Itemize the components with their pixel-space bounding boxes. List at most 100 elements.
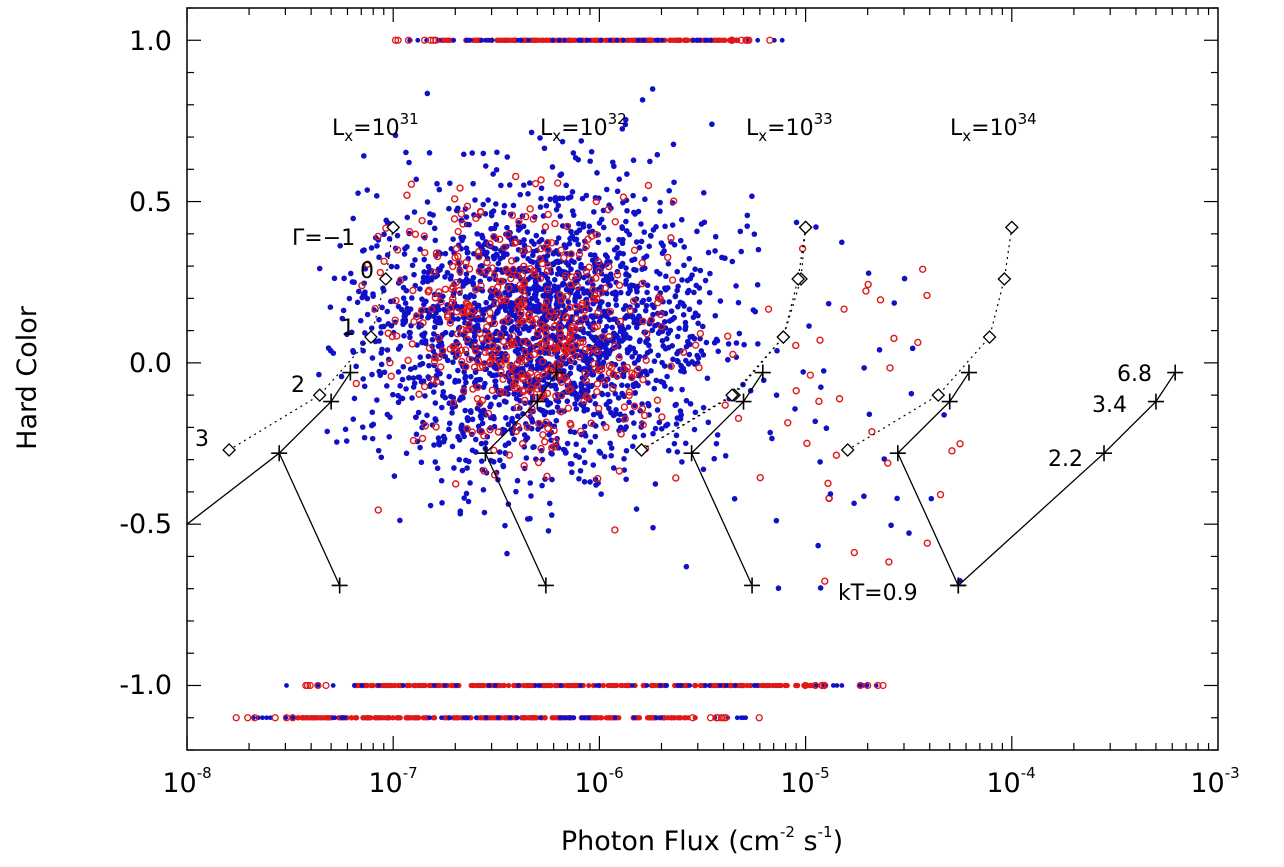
scatter-point-blue <box>554 302 560 309</box>
scatter-point-blue <box>713 440 720 447</box>
scatter-point-blue <box>603 290 610 297</box>
scatter-point-blue <box>409 395 415 401</box>
scatter-point-blue <box>644 282 651 289</box>
scatter-point-blue <box>516 330 523 337</box>
scatter-point-red <box>593 294 601 303</box>
band-point-red <box>612 682 619 689</box>
scatter-point-blue <box>498 182 504 189</box>
scatter-point-blue <box>493 201 499 207</box>
scatter-point-red <box>604 205 612 214</box>
band-point-red <box>737 682 743 689</box>
scatter-point-blue <box>568 380 575 387</box>
scatter-point-red <box>546 366 555 375</box>
scatter-point-red <box>428 305 436 313</box>
band-point-blue <box>655 37 661 43</box>
scatter-point-blue <box>714 432 721 438</box>
scatter-point-blue <box>481 509 488 516</box>
band-point-blue <box>631 715 637 721</box>
scatter-point-blue <box>608 445 615 451</box>
band-point-red <box>501 682 507 689</box>
band-point-red-open <box>714 714 722 722</box>
scatter-point-blue <box>616 236 622 243</box>
scatter-point-blue <box>424 199 431 205</box>
scatter-point-red <box>593 380 602 388</box>
scatter-point-blue <box>376 254 382 261</box>
scatter-point-blue <box>501 202 508 209</box>
scatter-point-blue <box>388 263 395 270</box>
scatter-point-blue <box>404 305 411 312</box>
scatter-point-red <box>532 315 540 323</box>
scatter-point-red <box>358 281 366 290</box>
scatter-point-blue <box>702 277 709 284</box>
scatter-point-blue <box>656 419 663 426</box>
scatter-point-blue <box>539 315 546 321</box>
scatter-point-blue <box>497 457 503 464</box>
scatter-point-red <box>639 375 647 384</box>
scatter-point-blue <box>941 412 947 418</box>
scatter-point-blue <box>532 293 539 299</box>
scatter-point-blue <box>553 417 560 424</box>
band-point-red <box>360 715 366 721</box>
scatter-point-blue <box>678 412 685 418</box>
band-point-red <box>648 682 654 689</box>
scatter-point-blue <box>622 303 629 309</box>
band-point-red <box>668 37 675 43</box>
scatter-point-red <box>438 347 447 355</box>
scatter-point-blue <box>695 312 701 319</box>
scatter-point-blue <box>661 318 668 325</box>
scatter-point-blue <box>664 335 670 342</box>
scatter-point-blue <box>430 389 437 395</box>
scatter-point-blue <box>660 298 666 305</box>
band-point-blue <box>468 37 473 43</box>
scatter-point-blue <box>622 116 629 123</box>
scatter-point-blue <box>569 189 576 195</box>
band-point-red <box>395 715 401 721</box>
scatter-point-blue <box>668 308 675 314</box>
scatter-point-red <box>430 268 438 277</box>
scatter-point-red <box>496 330 505 339</box>
scatter-point-blue <box>603 345 609 352</box>
scatter-point-red <box>824 479 832 488</box>
powerlaw-marker <box>725 388 739 403</box>
scatter-point-red <box>577 301 586 310</box>
scatter-point-red <box>393 332 401 340</box>
scatter-point-red <box>448 298 456 307</box>
scatter-point-blue <box>636 244 643 251</box>
band-point-blue <box>330 683 336 688</box>
scatter-point-blue <box>597 300 604 306</box>
scatter-point-blue <box>564 440 571 447</box>
band-point-red <box>475 682 481 689</box>
scatter-point-blue <box>480 311 487 318</box>
scatter-point-blue <box>357 317 364 324</box>
scatter-point-red <box>432 423 440 431</box>
y-tick-label: -0.5 <box>119 509 172 540</box>
band-point-red <box>744 682 750 689</box>
scatter-point-blue <box>527 346 534 353</box>
scatter-point-red <box>551 437 560 445</box>
band-point-blue <box>376 683 382 688</box>
scatter-point-blue <box>566 240 573 247</box>
band-point-red <box>468 715 474 721</box>
scatter-point-blue <box>567 235 573 242</box>
band-point-red <box>422 682 428 689</box>
scatter-point-red <box>585 347 594 355</box>
scatter-point-blue <box>583 192 590 199</box>
scatter-point-red <box>656 310 665 319</box>
scatter-point-red <box>490 233 498 241</box>
scatter-point-blue <box>717 298 724 304</box>
scatter-point-red <box>418 434 427 443</box>
scatter-point-blue <box>580 391 586 397</box>
scatter-point-blue <box>624 382 631 389</box>
scatter-point-red <box>477 427 485 436</box>
band-point-red <box>646 715 652 721</box>
band-point-red <box>669 715 675 721</box>
band-point-blue <box>526 37 531 43</box>
band-point-red <box>387 682 393 689</box>
scatter-point-blue <box>350 349 357 356</box>
scatter-point-red <box>485 316 493 324</box>
scatter-point-red <box>615 281 624 289</box>
scatter-point-red <box>592 230 600 239</box>
scatter-point-red <box>409 286 417 295</box>
scatter-point-red <box>885 558 893 566</box>
band-point-red <box>565 682 571 689</box>
